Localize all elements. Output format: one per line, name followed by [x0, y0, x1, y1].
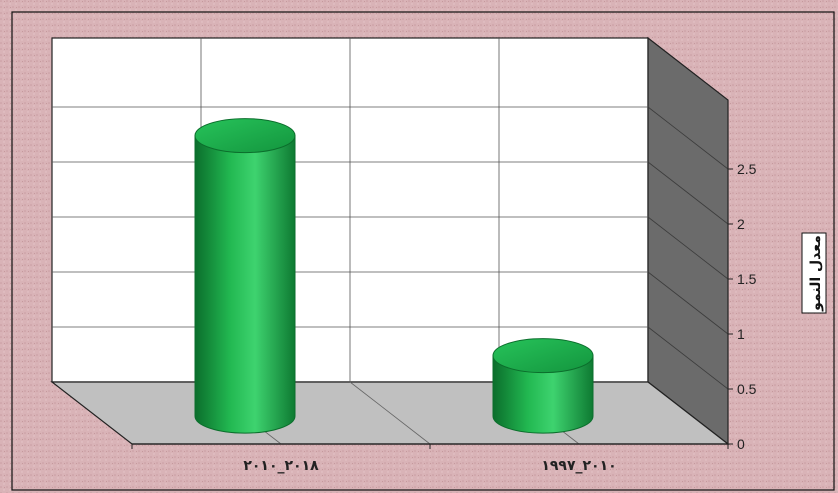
- y-tick-label: 2.5: [737, 161, 757, 177]
- gridline-side: [647, 326, 729, 390]
- gridline-side: [647, 106, 729, 170]
- y-tick-label: 0.5: [737, 381, 757, 397]
- bar-body: [194, 135, 296, 434]
- bar-2: [492, 338, 594, 434]
- y-axis-title-group: معدل النمو: [801, 232, 827, 314]
- floor-line: [349, 381, 431, 445]
- y-axis-title: معدل النمو: [808, 235, 824, 312]
- bar-body: [492, 355, 594, 434]
- gridline-side: [647, 161, 729, 225]
- y-tick-label: 2: [737, 216, 745, 232]
- gridline-side: [647, 216, 729, 280]
- y-tick-label: 1: [737, 326, 745, 342]
- y-tick-label: 1.5: [737, 271, 757, 287]
- plot-area: 0 0.5 1 1.5 2 2.5 معدل النمو ٢٠١٨_٢٠١٠ ٢٠١٠_١٩٩٧: [11, 11, 835, 491]
- y-tick-label: 0: [737, 436, 745, 452]
- gridline-side: [647, 271, 729, 335]
- x-tick-label: ٢٠١٨_٢٠١٠: [243, 458, 319, 474]
- x-tick-label: ٢٠١٠_١٩٩٧: [541, 458, 616, 474]
- bar-1: [194, 118, 296, 434]
- y-axis-title-box: [801, 232, 827, 314]
- side-wall: [647, 36, 729, 446]
- bar-top: [492, 338, 594, 374]
- bar-top: [194, 118, 296, 154]
- chart-frame: [11, 11, 835, 491]
